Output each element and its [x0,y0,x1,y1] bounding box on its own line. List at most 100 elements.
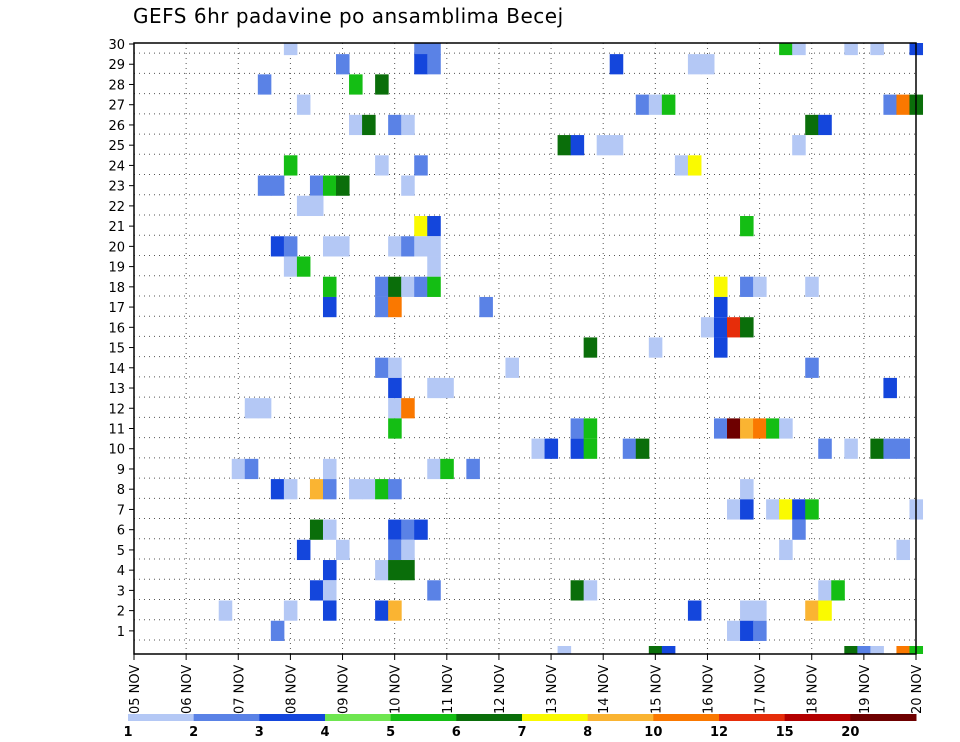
y-tick-label: 12 [108,402,125,417]
precip-cell [296,195,311,217]
precip-cell [870,43,884,56]
colorbar-swatch [390,714,457,721]
precip-cell [583,337,598,358]
colorbar-swatch [653,714,720,721]
precip-cell [388,519,402,540]
precip-cell [427,216,441,237]
precip-cell [792,519,806,540]
precip-cell [661,646,676,654]
precip-cell [870,438,884,459]
precip-cell [231,458,246,480]
colorbar-swatch [325,714,392,721]
colorbar-label: 3 [255,725,264,740]
y-tick-label: 28 [108,78,125,93]
y-tick-label: 2 [117,605,125,620]
precip-cell [388,600,402,621]
plot-area [134,43,916,654]
precip-cell [779,499,793,520]
precip-cell [388,357,402,378]
colorbar-label: 15 [776,725,794,740]
precip-cell [244,458,259,480]
x-tick-label: 13 NOV [545,665,560,714]
precip-cell [583,580,598,601]
precip-cell [505,357,519,378]
precip-cell [414,43,428,56]
precip-cell [740,418,754,439]
precip-cell [766,499,780,520]
precip-cell [570,580,585,601]
precip-cell [427,580,441,601]
x-tick-label: 15 NOV [649,665,664,714]
precip-cell [401,114,415,136]
colorbar-label: 4 [320,725,329,740]
y-tick-label: 29 [108,58,125,73]
precip-cell [896,539,910,561]
precip-cell [479,296,493,318]
x-tick-label: 17 NOV [754,665,769,714]
colorbar-swatch [522,714,589,721]
precip-cell [440,377,454,399]
precip-cell [336,236,350,257]
x-tick-label: 12 NOV [493,665,508,714]
precip-cell [270,620,285,641]
y-tick-label: 4 [117,564,125,579]
plot-background [134,43,916,654]
precip-cell [349,74,363,95]
precip-cell [427,54,441,75]
precip-cell [805,114,819,136]
precip-cell [322,458,337,480]
precip-cell [687,54,702,75]
precip-cell [557,646,572,654]
y-tick-label: 20 [108,240,125,255]
precip-cell [570,135,585,156]
colorbar-swatch [719,714,786,721]
colorbar: 1 2 3 4 5 6 7 8 10 12 15 20 [123,714,917,740]
precip-cell [635,94,650,115]
precip-cell [309,195,324,217]
precip-cell [388,539,402,561]
precip-cell [322,276,337,297]
precip-cell [362,479,376,500]
precip-cell [740,216,754,237]
precip-cell [401,175,415,196]
precip-cell [218,600,233,621]
precip-cell [322,560,337,581]
precip-cell [322,600,337,621]
x-tick-label: 10 NOV [389,665,404,714]
precip-cell [635,438,650,459]
precip-cell [375,276,389,297]
precip-cell [401,398,415,419]
precip-cell [687,155,702,176]
y-tick-label: 17 [108,301,125,316]
precip-cell [375,479,389,500]
precip-cell [727,418,741,439]
precip-cell [414,519,428,540]
precip-cell [857,646,871,654]
x-tick-label: 05 NOV [128,665,143,714]
precip-cell [648,337,663,358]
precip-cell [727,317,741,338]
precip-cell [870,646,884,654]
colorbar-swatch [193,714,260,721]
colorbar-label: 20 [841,725,859,740]
precip-cell [792,135,806,156]
precip-cell [466,458,480,480]
chart-title: GEFS 6hr padavine po ansamblima Becej [133,4,564,28]
precip-cell [257,175,272,196]
precip-cell [375,560,389,581]
precip-cell [661,94,676,115]
precip-cell [296,539,311,561]
precip-cell [375,600,389,621]
y-tick-label: 19 [108,261,125,276]
precip-cell [779,418,793,439]
precip-cell [740,620,754,641]
precip-cell [283,600,298,621]
precip-cells [218,43,924,654]
precip-cell [727,499,741,520]
precip-cell [753,418,767,439]
y-axis: 1234567891011121314151617181920212223242… [108,38,134,640]
x-tick-label: 14 NOV [597,665,612,714]
precip-cell [296,94,311,115]
y-tick-label: 23 [108,180,125,195]
